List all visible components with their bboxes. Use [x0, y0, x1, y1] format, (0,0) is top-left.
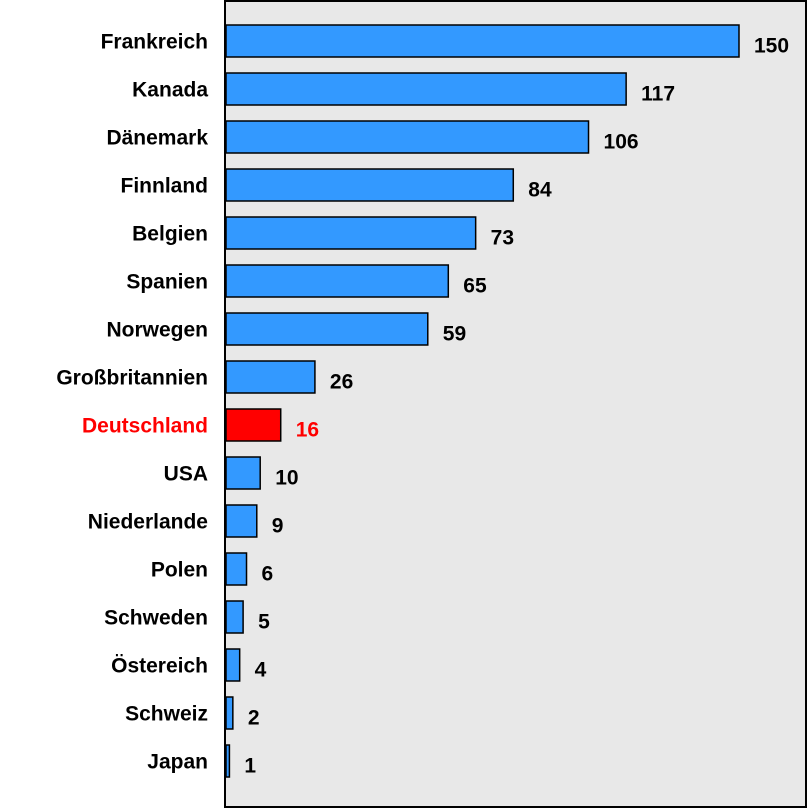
category-label: Kanada	[132, 79, 208, 102]
bar	[225, 648, 241, 682]
bar	[225, 696, 234, 730]
bar	[225, 72, 627, 106]
category-label: Niederlande	[88, 511, 208, 534]
value-label: 59	[443, 323, 466, 346]
bar	[225, 360, 316, 394]
category-label: Finnland	[121, 175, 209, 198]
value-label: 150	[754, 35, 789, 58]
bar	[225, 264, 450, 298]
bar	[225, 168, 515, 202]
value-label: 1	[244, 755, 256, 778]
bar	[225, 120, 590, 154]
value-label: 5	[258, 611, 270, 634]
bar	[225, 216, 477, 250]
category-label: Östereich	[111, 655, 208, 678]
bar	[225, 600, 244, 634]
bar	[225, 552, 248, 586]
bar	[225, 744, 231, 778]
value-label: 16	[296, 419, 319, 442]
category-label: Dänemark	[106, 127, 208, 150]
category-label: Schweden	[104, 607, 208, 630]
bar	[225, 312, 429, 346]
category-label: Spanien	[126, 271, 208, 294]
bar	[225, 408, 282, 442]
value-label: 117	[641, 83, 675, 106]
category-label: Japan	[147, 751, 208, 774]
bar	[225, 24, 740, 58]
value-label: 10	[275, 467, 298, 490]
value-label: 9	[272, 515, 284, 538]
category-label: Belgien	[132, 223, 208, 246]
value-label: 73	[491, 227, 514, 250]
category-label: Schweiz	[125, 703, 208, 726]
value-label: 65	[463, 275, 487, 298]
category-label: Deutschland	[82, 415, 208, 438]
bar	[225, 456, 261, 490]
value-label: 2	[248, 707, 260, 730]
category-label: Norwegen	[106, 319, 208, 342]
category-label: Frankreich	[101, 31, 208, 54]
value-label: 106	[604, 131, 639, 154]
value-label: 26	[330, 371, 353, 394]
value-label: 4	[255, 659, 267, 682]
category-label: Großbritannien	[56, 367, 208, 390]
category-label: Polen	[151, 559, 208, 582]
value-label: 6	[262, 563, 274, 586]
category-label: USA	[164, 463, 208, 486]
value-label: 84	[528, 179, 552, 202]
bar	[225, 504, 258, 538]
